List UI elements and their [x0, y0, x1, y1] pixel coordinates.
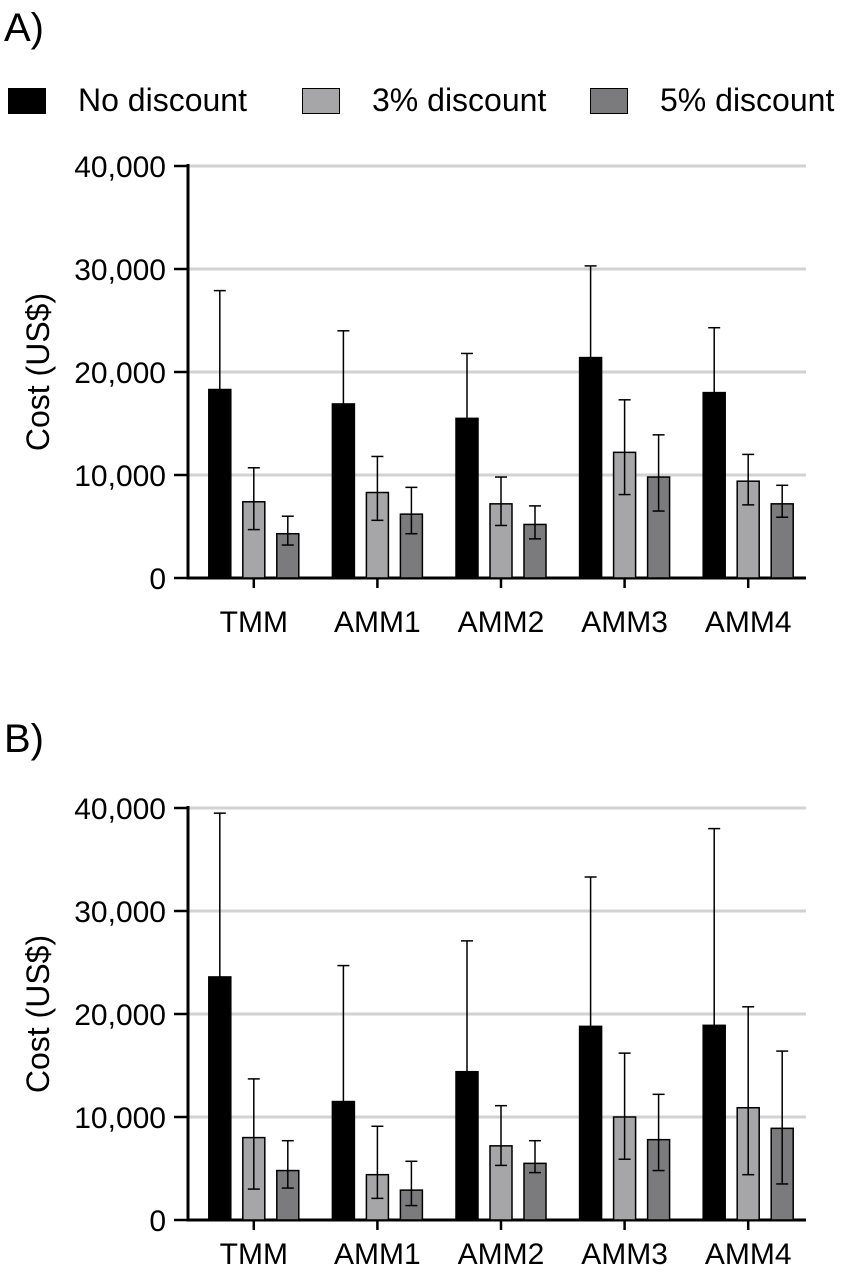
- legend-label-no-discount: No discount: [78, 82, 247, 118]
- bar: [702, 1024, 726, 1221]
- legend-swatch-no-discount: [8, 87, 46, 114]
- legend-label-5pct-discount: 5% discount: [660, 82, 835, 118]
- legend-label-3pct-discount: 3% discount: [372, 82, 547, 118]
- bar: [578, 356, 603, 579]
- x-tick-label: AMM3: [581, 1238, 668, 1271]
- bar: [455, 1070, 479, 1221]
- bar: [578, 1025, 603, 1221]
- y-tick-label: 10,000: [74, 460, 166, 493]
- y-tick-label: 0: [149, 563, 166, 596]
- x-tick-label: TMM: [220, 1238, 288, 1271]
- legend-item-no-discount: No discount: [8, 82, 247, 119]
- legend-swatch-5pct-discount: [590, 87, 628, 114]
- bar: [455, 417, 479, 579]
- bar: [331, 1100, 356, 1221]
- x-tick-label: TMM: [220, 606, 288, 639]
- legend-item-5pct-discount: 5% discount: [590, 82, 834, 119]
- x-tick-label: AMM4: [705, 606, 792, 639]
- y-tick-label: 30,000: [74, 254, 166, 287]
- y-tick-label: 30,000: [74, 896, 166, 929]
- chart-b: 0 10,000 20,000 30,000 40,000 Cost (US$) TMM AM…: [20, 793, 806, 1271]
- bar: [702, 391, 726, 579]
- legend: No discount 3% discount 5% discount: [0, 82, 845, 122]
- x-tick-label: AMM2: [458, 606, 545, 639]
- panel-label-b: B): [4, 717, 44, 761]
- x-tick-label: AMM4: [705, 1238, 792, 1271]
- y-axis-label: Cost (US$): [20, 293, 56, 451]
- y-axis-label: Cost (US$): [20, 935, 56, 1093]
- legend-item-3pct-discount: 3% discount: [302, 82, 546, 119]
- y-tick-label: 0: [149, 1205, 166, 1238]
- y-tick-label: 40,000: [74, 793, 166, 826]
- x-tick-label: AMM2: [458, 1238, 545, 1271]
- chart-a: 0 10,000 20,000 30,000 40,000 Cost (US$) TMM AM…: [20, 151, 806, 639]
- bar: [208, 976, 232, 1221]
- panel-label-a: A): [4, 6, 44, 50]
- x-tick-label: AMM1: [334, 606, 421, 639]
- bar: [331, 403, 356, 579]
- y-tick-label: 20,000: [74, 999, 166, 1032]
- y-tick-label: 20,000: [74, 357, 166, 390]
- legend-swatch-3pct-discount: [302, 87, 340, 114]
- y-tick-label: 10,000: [74, 1102, 166, 1135]
- bar: [208, 388, 232, 579]
- y-tick-label: 40,000: [74, 151, 166, 184]
- x-tick-label: AMM3: [581, 606, 668, 639]
- x-tick-label: AMM1: [334, 1238, 421, 1271]
